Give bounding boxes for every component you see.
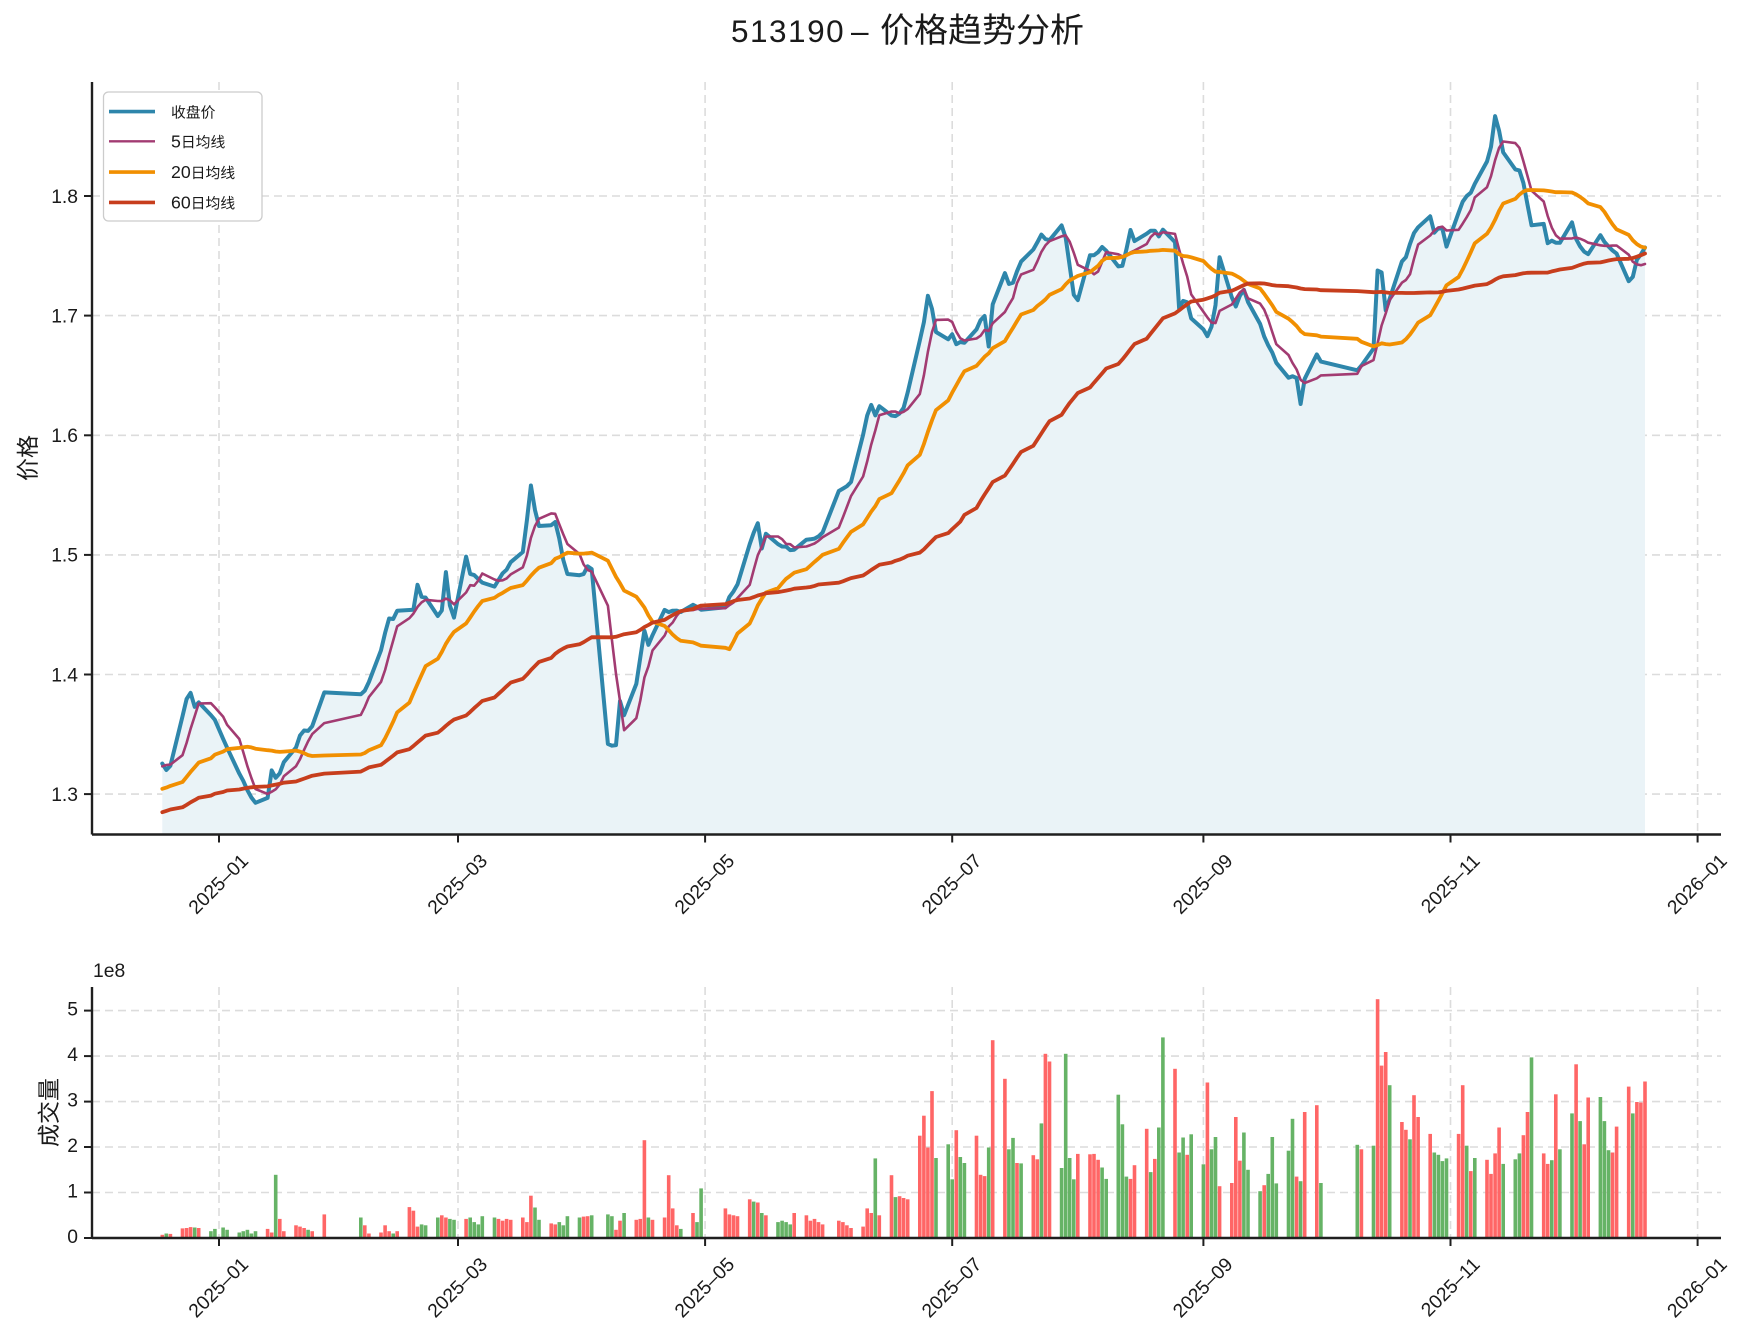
svg-text:–: –	[851, 13, 869, 49]
svg-text:0: 0	[67, 1227, 78, 1248]
svg-text:5: 5	[67, 999, 78, 1020]
svg-text:60: 60	[171, 192, 191, 212]
svg-text:513190: 513190	[731, 13, 845, 49]
svg-text:1e8: 1e8	[93, 961, 125, 982]
svg-text:3: 3	[67, 1090, 78, 1111]
svg-text:1: 1	[67, 1181, 78, 1202]
svg-text:1.7: 1.7	[51, 306, 78, 327]
svg-text:1.8: 1.8	[51, 187, 78, 208]
svg-text:1.6: 1.6	[51, 426, 78, 447]
svg-text:1.5: 1.5	[51, 546, 78, 567]
svg-text:20: 20	[171, 162, 191, 182]
svg-text:4: 4	[67, 1045, 78, 1066]
svg-text:1.3: 1.3	[51, 785, 78, 806]
svg-text:1.4: 1.4	[51, 665, 78, 686]
svg-text:2: 2	[67, 1136, 78, 1157]
svg-text:5: 5	[171, 131, 181, 151]
